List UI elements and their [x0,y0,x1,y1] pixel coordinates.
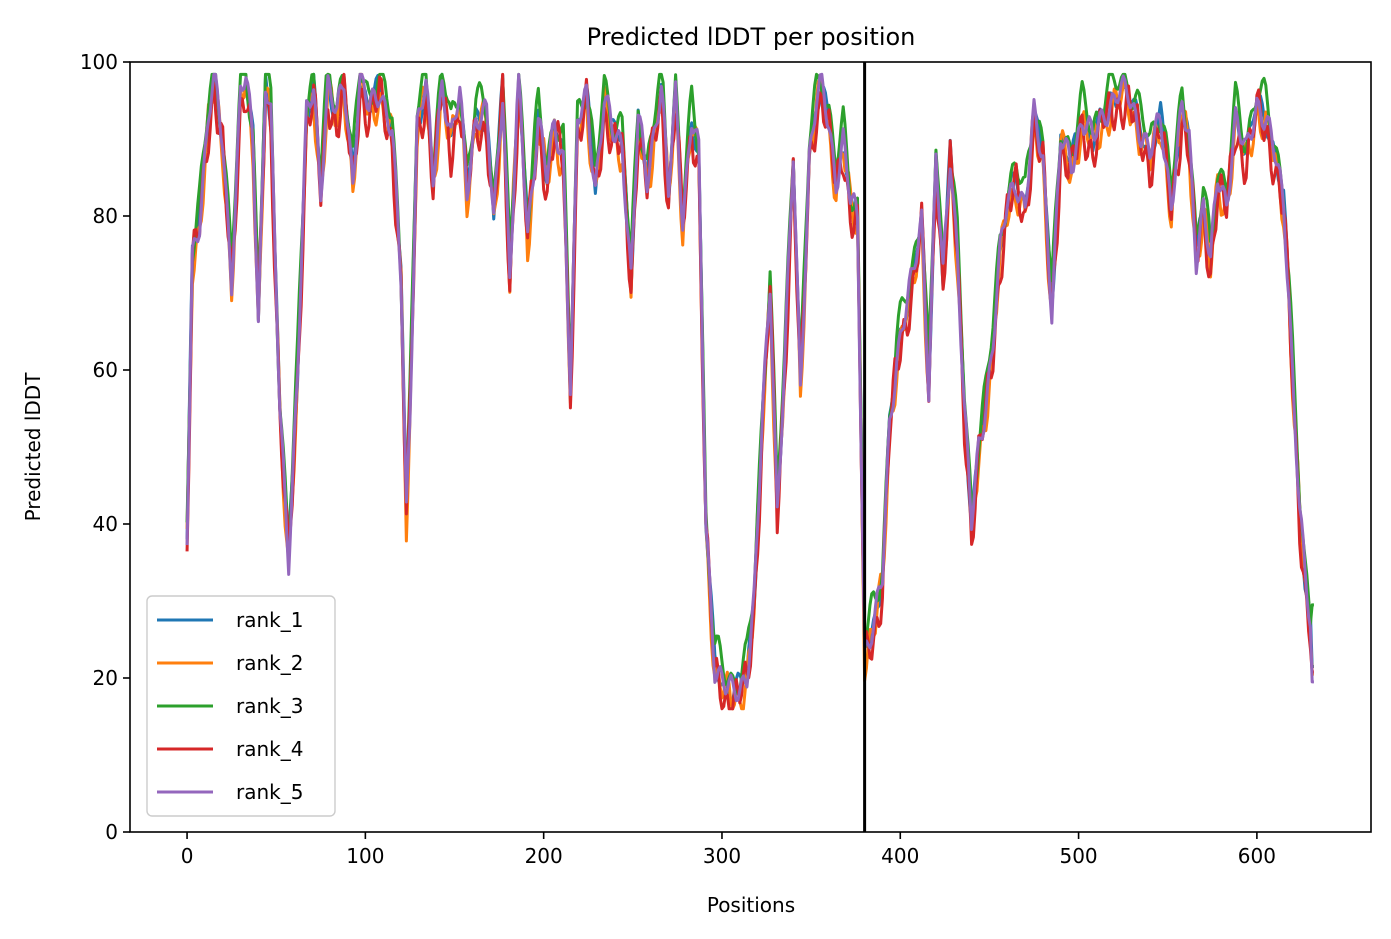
y-axis: 0 20 40 60 80 100 [80,50,130,844]
y-tick-label: 100 [80,50,118,74]
x-tick-label: 300 [703,844,741,868]
legend-label-rank_3: rank_3 [236,694,303,718]
y-tick-label: 20 [93,666,118,690]
x-tick-label: 600 [1238,844,1276,868]
y-tick-label: 0 [105,820,118,844]
y-tick-label: 80 [93,204,118,228]
x-tick-label: 200 [525,844,563,868]
x-tick-label: 400 [881,844,919,868]
legend-label-rank_4: rank_4 [236,737,303,761]
x-tick-label: 0 [181,844,194,868]
x-axis-label: Positions [707,893,795,917]
series-line-rank_5 [185,72,1314,703]
legend: rank_1 rank_2 rank_3 rank_4 rank_5 [146,595,336,817]
y-axis-label: Predicted lDDT [21,372,45,522]
y-tick-label: 40 [93,512,118,536]
y-tick-label: 60 [93,358,118,382]
x-tick-label: 500 [1059,844,1097,868]
legend-label-rank_5: rank_5 [236,780,303,804]
x-tick-label: 100 [346,844,384,868]
plot-frame [129,61,1372,833]
legend-label-rank_2: rank_2 [236,651,303,675]
series-line-rank_4 [185,72,1314,711]
legend-label-rank_1: rank_1 [236,608,303,632]
chart-title: Predicted lDDT per position [587,23,916,51]
plot-lines [185,72,1314,711]
legend-box [146,595,336,817]
x-axis: 0 100 200 300 400 500 600 [181,832,1276,868]
